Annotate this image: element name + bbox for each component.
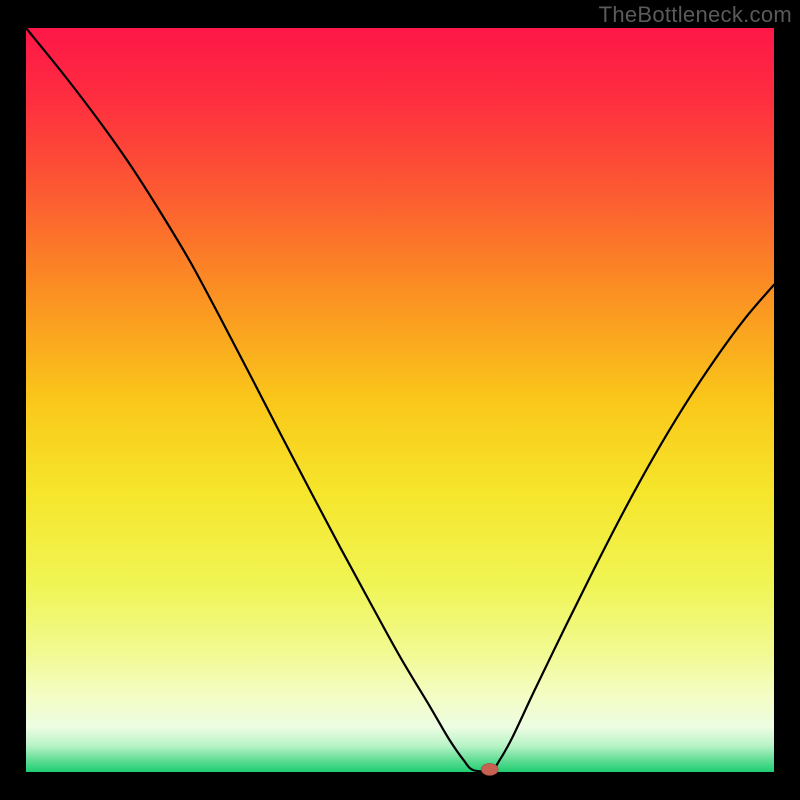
chart-container: TheBottleneck.com xyxy=(0,0,800,800)
bottleneck-chart xyxy=(0,0,800,800)
optimal-point-marker xyxy=(481,763,498,775)
plot-background xyxy=(26,28,774,772)
watermark-text: TheBottleneck.com xyxy=(599,2,792,28)
